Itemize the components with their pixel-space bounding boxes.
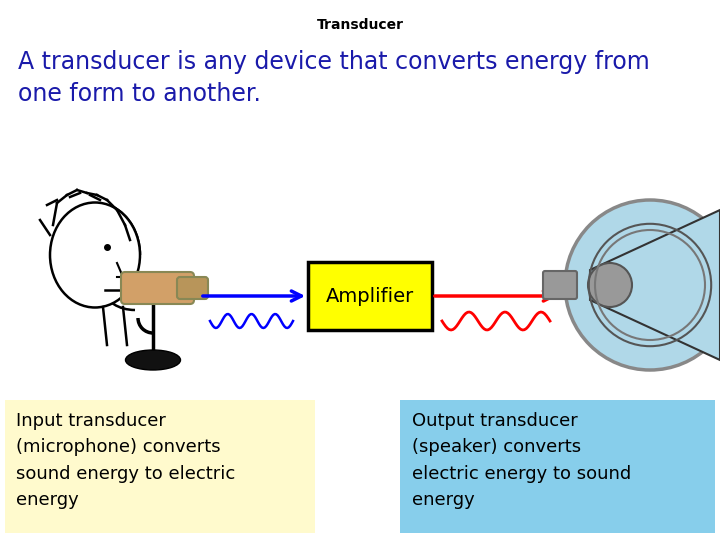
FancyBboxPatch shape	[121, 272, 194, 304]
Ellipse shape	[125, 350, 181, 370]
Text: one form to another.: one form to another.	[18, 82, 261, 106]
FancyBboxPatch shape	[177, 277, 208, 299]
FancyBboxPatch shape	[5, 400, 315, 533]
FancyBboxPatch shape	[308, 262, 432, 330]
Circle shape	[588, 263, 632, 307]
FancyBboxPatch shape	[400, 400, 715, 533]
Text: Output transducer
(speaker) converts
electric energy to sound
energy: Output transducer (speaker) converts ele…	[412, 412, 631, 509]
Text: Amplifier: Amplifier	[326, 287, 414, 306]
Text: Input transducer
(microphone) converts
sound energy to electric
energy: Input transducer (microphone) converts s…	[16, 412, 235, 509]
FancyBboxPatch shape	[543, 271, 577, 299]
Circle shape	[565, 200, 720, 370]
Polygon shape	[590, 210, 720, 360]
Text: A transducer is any device that converts energy from: A transducer is any device that converts…	[18, 50, 649, 74]
Ellipse shape	[50, 202, 140, 307]
Text: Transducer: Transducer	[317, 18, 403, 32]
